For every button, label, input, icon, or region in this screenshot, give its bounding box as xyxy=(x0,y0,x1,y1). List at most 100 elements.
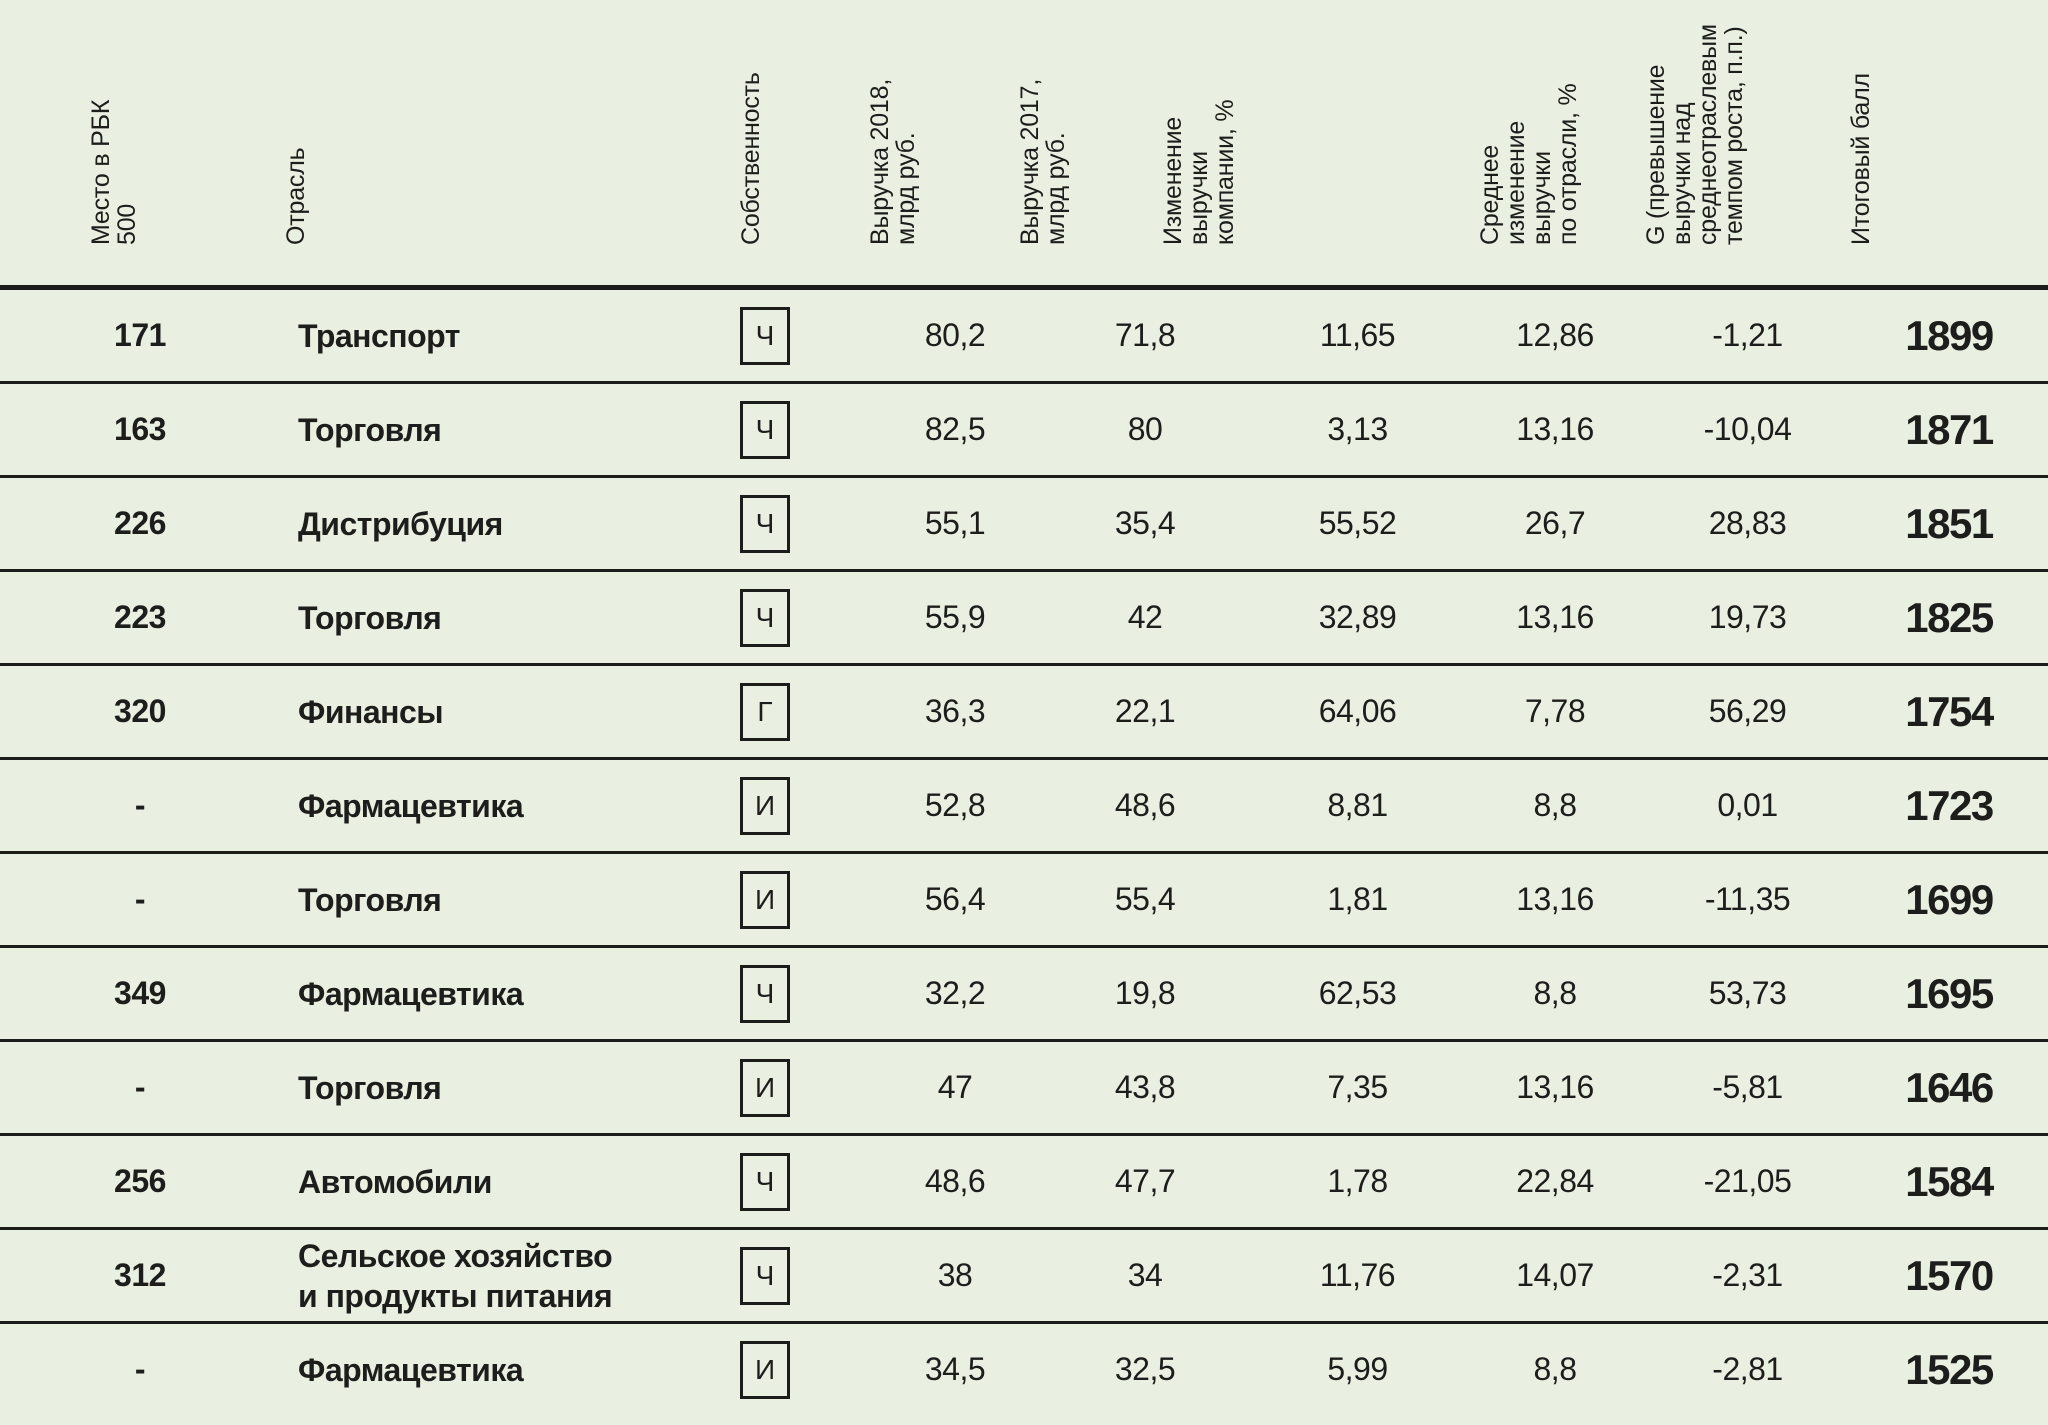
ownership-cell: Г xyxy=(660,682,870,741)
industry-cell: Фармацевтика xyxy=(298,787,524,824)
ownership-letter: Ч xyxy=(755,507,775,539)
ownership-badge: И xyxy=(740,870,790,929)
ownership-cell: И xyxy=(660,870,870,929)
industry-avg-change-cell: 22,84 xyxy=(1516,1163,1594,1199)
total-score-cell: 1871 xyxy=(1905,405,1994,453)
table-row: - Фармацевтика И 52,8 48,6 8,81 8,8 0,01… xyxy=(0,757,2048,851)
total-score-cell: 1525 xyxy=(1905,1345,1994,1393)
revenue-2017-cell: 47,7 xyxy=(1114,1163,1176,1199)
industry-avg-change-cell: 7,78 xyxy=(1524,693,1586,729)
total-score-cell: 1851 xyxy=(1905,499,1994,547)
table-row: 223 Торговля Ч 55,9 42 32,89 13,16 19,73… xyxy=(0,569,2048,663)
revenue-2018-cell: 36,3 xyxy=(924,693,986,729)
industry-avg-change-cell: 8,8 xyxy=(1533,1351,1577,1387)
revenue-2018-cell: 55,9 xyxy=(924,599,986,635)
revenue-2018-cell: 38 xyxy=(937,1257,973,1293)
place-cell: 312 xyxy=(114,1257,166,1293)
industry-cell: Автомобили xyxy=(298,1163,492,1200)
ownership-badge: Ч xyxy=(740,964,790,1023)
g-value-cell: -5,81 xyxy=(1712,1069,1783,1105)
total-score-cell: 1695 xyxy=(1905,969,1994,1017)
revenue-2018-cell: 47 xyxy=(937,1069,973,1105)
industry-avg-change-cell: 13,16 xyxy=(1516,881,1594,917)
revenue-2018-cell: 55,1 xyxy=(924,505,986,541)
ownership-badge: Ч xyxy=(740,1246,790,1305)
revenue-change-cell: 7,35 xyxy=(1327,1069,1388,1105)
ownership-cell: И xyxy=(660,1058,870,1117)
total-score-cell: 1570 xyxy=(1905,1251,1994,1299)
column-header-total-score: Итоговый балл xyxy=(1847,73,1875,245)
revenue-2018-cell: 52,8 xyxy=(924,787,986,823)
industry-cell: Фармацевтика xyxy=(298,975,524,1012)
column-header-industry-avg-change: Среднее изменение выручки по отрасли, % xyxy=(1476,83,1582,245)
ownership-letter: Ч xyxy=(755,413,775,445)
industry-avg-change-cell: 13,16 xyxy=(1516,411,1594,447)
place-cell: - xyxy=(134,787,146,823)
column-header-revenue-change: Изменение выручки компании, % xyxy=(1159,99,1239,245)
table-row: - Фармацевтика И 34,5 32,5 5,99 8,8 -2,8… xyxy=(0,1321,2048,1415)
ownership-cell: Ч xyxy=(660,588,870,647)
total-score-cell: 1825 xyxy=(1905,593,1994,641)
industry-avg-change-cell: 26,7 xyxy=(1524,505,1586,541)
table-row: 320 Финансы Г 36,3 22,1 64,06 7,78 56,29… xyxy=(0,663,2048,757)
industry-cell: Торговля xyxy=(298,599,442,636)
column-header-industry: Отрасль xyxy=(282,147,310,245)
table-row: - Торговля И 47 43,8 7,35 13,16 -5,81 16… xyxy=(0,1039,2048,1133)
ownership-badge: Ч xyxy=(740,306,790,365)
industry-avg-change-cell: 14,07 xyxy=(1516,1257,1594,1293)
g-value-cell: -2,81 xyxy=(1712,1351,1783,1387)
ownership-letter: И xyxy=(754,883,776,915)
place-cell: - xyxy=(134,1069,146,1105)
ownership-badge: Ч xyxy=(740,400,790,459)
ownership-badge: Ч xyxy=(740,494,790,553)
column-header-g-excess: G (превышение выручки над среднеотраслев… xyxy=(1642,24,1748,245)
revenue-change-cell: 11,65 xyxy=(1319,317,1396,353)
g-value-cell: 28,83 xyxy=(1708,505,1787,541)
industry-avg-change-cell: 13,16 xyxy=(1516,1069,1594,1105)
revenue-2018-cell: 80,2 xyxy=(924,317,986,353)
revenue-change-cell: 8,81 xyxy=(1327,787,1388,823)
industry-cell: Финансы xyxy=(298,693,444,730)
industry-avg-change-cell: 13,16 xyxy=(1516,599,1594,635)
industry-cell: Дистрибуция xyxy=(298,505,503,542)
revenue-2017-cell: 43,8 xyxy=(1114,1069,1176,1105)
revenue-2017-cell: 34 xyxy=(1127,1257,1163,1293)
revenue-2017-cell: 19,8 xyxy=(1114,975,1176,1011)
revenue-2017-cell: 35,4 xyxy=(1114,505,1176,541)
g-value-cell: -10,04 xyxy=(1703,411,1792,447)
ownership-cell: Ч xyxy=(660,1246,870,1305)
revenue-change-cell: 1,78 xyxy=(1327,1163,1388,1199)
total-score-cell: 1899 xyxy=(1905,311,1994,359)
table-body: 171 Транспорт Ч 80,2 71,8 11,65 12,86 -1… xyxy=(0,290,2048,1415)
industry-avg-change-cell: 8,8 xyxy=(1533,975,1577,1011)
table-row: - Торговля И 56,4 55,4 1,81 13,16 -11,35… xyxy=(0,851,2048,945)
table-row: 312 Сельское хозяйство и продукты питани… xyxy=(0,1227,2048,1321)
place-cell: 171 xyxy=(114,317,166,353)
ownership-letter: Ч xyxy=(755,1259,775,1291)
total-score-cell: 1699 xyxy=(1905,875,1994,923)
industry-cell: Сельское хозяйство и продукты питания xyxy=(298,1237,613,1314)
ownership-badge: Ч xyxy=(740,1152,790,1211)
ownership-cell: Ч xyxy=(660,1152,870,1211)
ownership-letter: Ч xyxy=(755,319,775,351)
revenue-change-cell: 11,76 xyxy=(1319,1257,1396,1293)
revenue-2017-cell: 32,5 xyxy=(1114,1351,1176,1387)
table-row: 349 Фармацевтика Ч 32,2 19,8 62,53 8,8 5… xyxy=(0,945,2048,1039)
ownership-letter: И xyxy=(754,1353,776,1385)
ownership-letter: Ч xyxy=(755,601,775,633)
ownership-letter: И xyxy=(754,789,776,821)
revenue-2018-cell: 56,4 xyxy=(924,881,986,917)
total-score-cell: 1754 xyxy=(1905,687,1994,735)
revenue-2017-cell: 55,4 xyxy=(1114,881,1176,917)
ownership-cell: Ч xyxy=(660,964,870,1023)
industry-cell: Торговля xyxy=(298,411,442,448)
column-header-revenue-2017: Выручка 2017, млрд руб. xyxy=(1016,78,1070,245)
revenue-2018-cell: 32,2 xyxy=(924,975,986,1011)
g-value-cell: 19,73 xyxy=(1708,599,1787,635)
place-cell: - xyxy=(134,881,146,917)
ownership-badge: И xyxy=(740,1058,790,1117)
revenue-change-cell: 64,06 xyxy=(1318,693,1397,729)
ownership-letter: Г xyxy=(757,695,773,727)
table-header-row: Место в РБК 500 Отрасль Собственность Вы… xyxy=(0,0,2048,290)
